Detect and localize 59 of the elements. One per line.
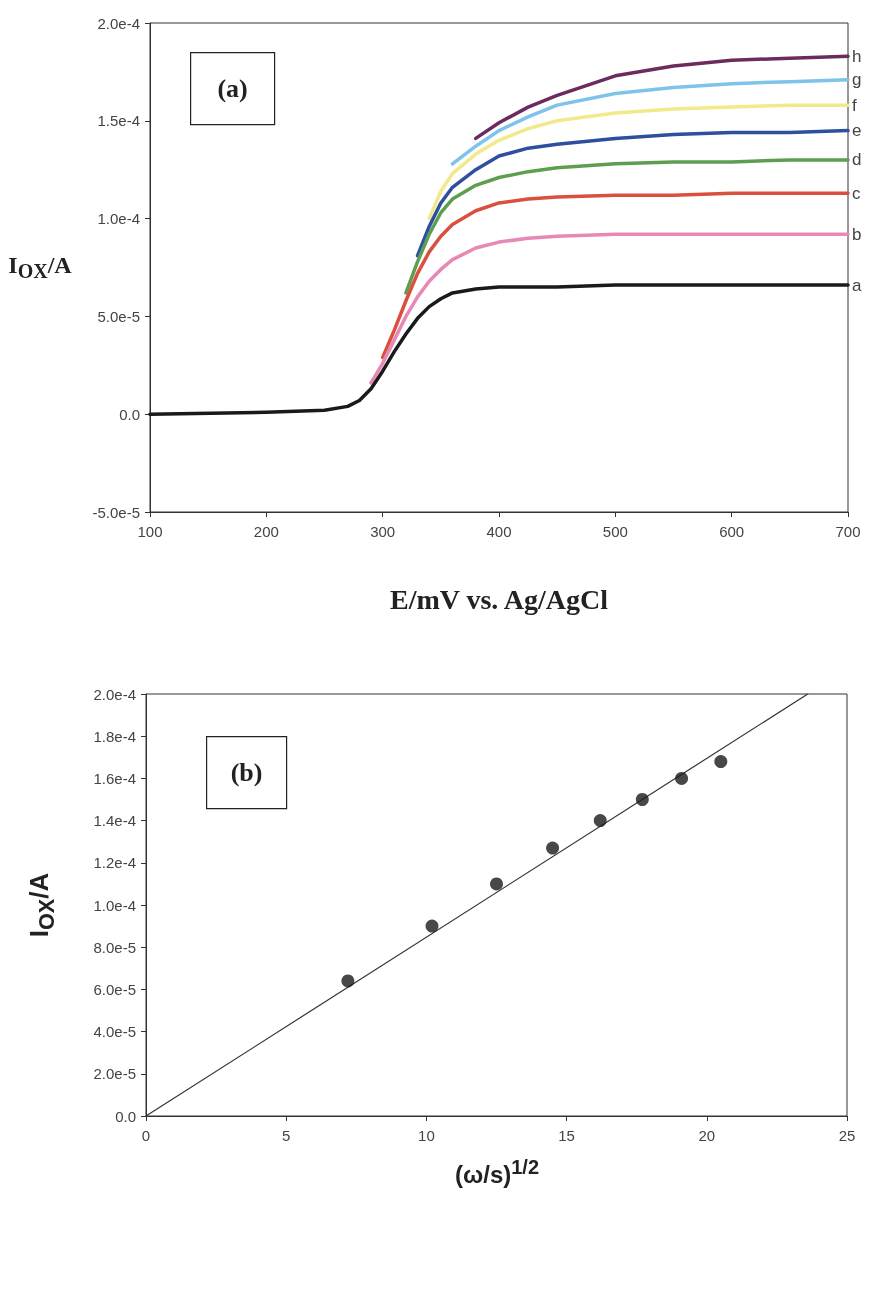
y-axis-title: I$_{OX}$/A (8, 251, 72, 283)
x-tick-label: 200 (253, 523, 279, 540)
series-label: a (852, 275, 862, 295)
x-tick-label: 400 (486, 523, 512, 540)
line-series (450, 77, 850, 166)
y-tick-label: 1.0e-4 (93, 896, 136, 914)
x-tick-label: 5 (282, 1127, 291, 1144)
line-series (148, 283, 850, 416)
line-series (380, 191, 850, 360)
y-tick-label: 6.0e-5 (93, 980, 136, 998)
annotation: (b) (230, 758, 263, 788)
line-series (473, 54, 850, 141)
x-tick-label: 20 (698, 1127, 716, 1144)
x-axis-title: (ω/s)$^{1/2}$ (454, 1156, 540, 1188)
y-tick-label: -5.0e-5 (92, 503, 140, 521)
point (546, 841, 560, 855)
x-tick-label: 10 (418, 1127, 435, 1144)
point (593, 814, 607, 828)
line-series (404, 158, 850, 295)
point (714, 755, 728, 769)
x-tick-label: 100 (137, 523, 163, 540)
point (635, 793, 649, 806)
y-tick-label: 0.0 (119, 405, 140, 423)
x-tick-label: 500 (602, 523, 628, 540)
y-tick-label: 0.0 (115, 1107, 136, 1125)
x-tick-label: 25 (838, 1127, 856, 1144)
series-label: f (852, 95, 857, 115)
point (341, 974, 355, 988)
line-series (369, 232, 850, 385)
y-tick-label: 2.0e-5 (93, 1065, 136, 1083)
point (490, 877, 503, 891)
y-tick-label: 5.0e-5 (97, 307, 140, 325)
y-tick-label: 4.0e-5 (93, 1023, 136, 1041)
y-tick-label: 1.8e-4 (93, 727, 136, 745)
x-axis-title: E/mV vs. Ag/AgCl (389, 584, 609, 615)
series-label: c (852, 183, 861, 203)
series-label: h (852, 46, 862, 66)
series-label: g (852, 70, 862, 90)
x-tick-label: 700 (835, 523, 861, 540)
y-tick-label: 1.4e-4 (93, 812, 136, 830)
y-tick-label: 2.0e-4 (97, 14, 140, 32)
x-tick-label: 300 (370, 523, 396, 540)
point (425, 919, 439, 933)
y-tick-label: 1.5e-4 (97, 112, 140, 130)
series-label: b (852, 224, 862, 244)
line-series (427, 103, 850, 221)
y-tick-label: 1.6e-4 (93, 769, 136, 787)
x-tick-label: 15 (558, 1127, 575, 1144)
x-tick-label: 600 (719, 523, 745, 540)
x-tick-label: 0 (141, 1127, 151, 1144)
y-tick-label: 2.0e-4 (93, 685, 136, 703)
y-tick-label: 8.0e-5 (93, 938, 136, 956)
series-label: e (852, 121, 862, 141)
y-tick-label: 1.2e-4 (93, 854, 136, 872)
point (675, 771, 689, 785)
line-series (415, 128, 850, 258)
annotation: (a) (217, 74, 248, 104)
y-tick-label: 1.0e-4 (97, 210, 140, 228)
series-label: d (852, 150, 862, 170)
